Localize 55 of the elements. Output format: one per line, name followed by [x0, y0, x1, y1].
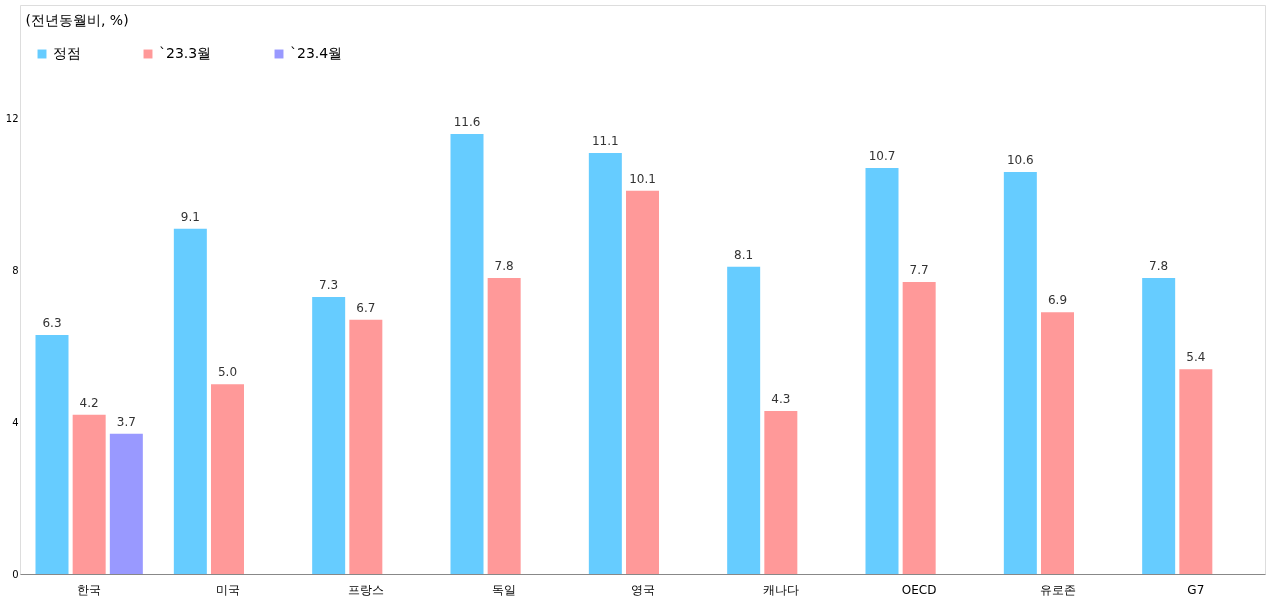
bar	[588, 152, 622, 574]
bar	[35, 335, 69, 574]
bar	[349, 319, 383, 574]
x-tick-label: 유로존	[1039, 582, 1076, 597]
data-label: 9.1	[180, 209, 200, 224]
bar	[865, 168, 899, 574]
bar	[211, 384, 244, 574]
data-label: 7.8	[494, 259, 514, 274]
x-tick-label: 독일	[492, 582, 517, 597]
data-label: 5.4	[1186, 350, 1206, 365]
data-label: 3.7	[116, 414, 136, 429]
x-tick-label: 미국	[215, 582, 240, 597]
data-label: 4.2	[79, 395, 99, 410]
data-label: 11.6	[453, 114, 481, 129]
data-label: 5.0	[217, 365, 238, 380]
x-tick-label: 캐나다	[762, 582, 799, 597]
bar	[487, 278, 521, 574]
bar	[626, 190, 659, 574]
bar	[450, 133, 484, 574]
bar	[1142, 278, 1176, 574]
y-tick-label: 0	[12, 568, 19, 580]
bar	[727, 266, 761, 574]
bar	[764, 410, 798, 574]
data-label: 7.3	[319, 278, 339, 293]
data-label: 7.8	[1149, 259, 1169, 274]
data-label: 6.3	[42, 316, 62, 331]
bar	[902, 281, 936, 574]
x-tick-label: 영국	[630, 582, 655, 597]
y-tick-label: 4	[12, 416, 19, 428]
legend-label: 정점	[53, 45, 81, 61]
x-tick-label: 한국	[77, 582, 102, 597]
bar	[1041, 312, 1074, 574]
data-label: 6.9	[1047, 293, 1068, 308]
legend-label: `23.4월	[290, 45, 343, 61]
x-tick-label: 프랑스	[347, 582, 384, 597]
data-label: 7.7	[909, 262, 929, 277]
data-label: 6.7	[356, 300, 376, 315]
data-label: 10.6	[1006, 152, 1034, 167]
data-label: 11.1	[591, 133, 619, 148]
data-label: 4.3	[771, 391, 791, 406]
bar	[109, 433, 143, 574]
x-tick-label: G7	[1187, 582, 1205, 597]
bar	[1003, 171, 1037, 574]
data-label: 8.1	[734, 247, 754, 262]
data-label: 10.7	[868, 149, 896, 164]
y-axis-title: (전년동월비, %)	[25, 11, 129, 28]
bar	[173, 228, 207, 574]
legend-label: `23.3월	[159, 45, 212, 61]
bar	[312, 297, 346, 574]
data-label: 10.1	[629, 171, 656, 186]
bar	[1179, 369, 1213, 574]
bar	[72, 414, 106, 574]
x-tick-label: OECD	[901, 582, 937, 597]
y-tick-label: 8	[12, 265, 19, 277]
y-tick-label: 12	[5, 113, 19, 125]
